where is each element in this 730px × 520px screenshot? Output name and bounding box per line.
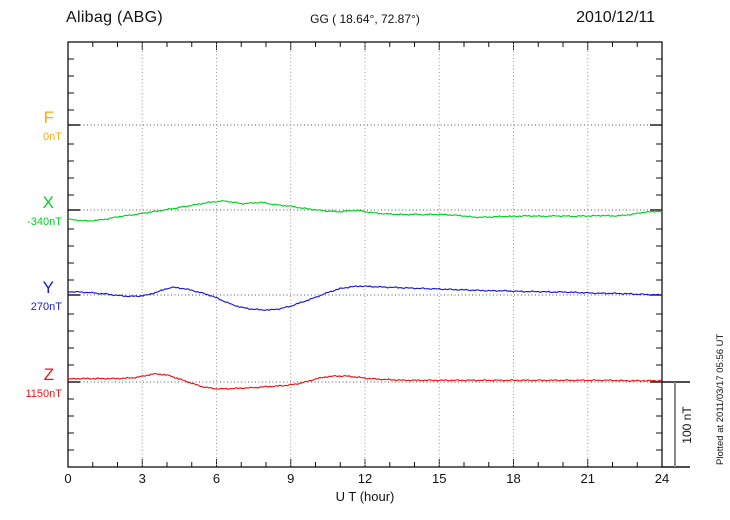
x-tick-label-3: 3 <box>138 471 146 486</box>
channel-baseline-f: 0nT <box>43 131 62 143</box>
channel-baseline-y: 270nT <box>30 301 62 313</box>
x-tick-label-15: 15 <box>432 471 447 486</box>
x-tick-label-24: 24 <box>654 471 670 486</box>
series-y <box>67 285 663 311</box>
x-tick-label-12: 12 <box>357 471 373 486</box>
x-axis-label: U T (hour) <box>335 489 395 504</box>
channel-letter-z: Z <box>43 364 54 384</box>
coordinates-label: GG ( 18.64°, 72.87°) <box>310 12 420 26</box>
series-z <box>67 373 663 391</box>
channel-letter-x: X <box>42 192 54 212</box>
x-tick-label-6: 6 <box>212 471 221 486</box>
channel-letter-f: F <box>43 107 54 127</box>
scale-bar-label: 100 nT <box>680 406 694 444</box>
x-tick-label-21: 21 <box>580 471 595 486</box>
channel-baseline-z: 1150nT <box>25 388 63 400</box>
date-label: 2010/12/11 <box>576 9 655 26</box>
x-tick-label-0: 0 <box>64 471 72 486</box>
plot-timestamp: Plotted at 2011/03/17 05:56 UT <box>715 333 726 465</box>
channel-baseline-x: -340nT <box>27 216 62 228</box>
series-x <box>67 199 663 223</box>
x-tick-label-9: 9 <box>287 471 295 486</box>
channel-letter-y: Y <box>42 277 54 297</box>
x-tick-label-18: 18 <box>506 471 521 486</box>
station-title: Alibag (ABG) <box>66 9 163 26</box>
